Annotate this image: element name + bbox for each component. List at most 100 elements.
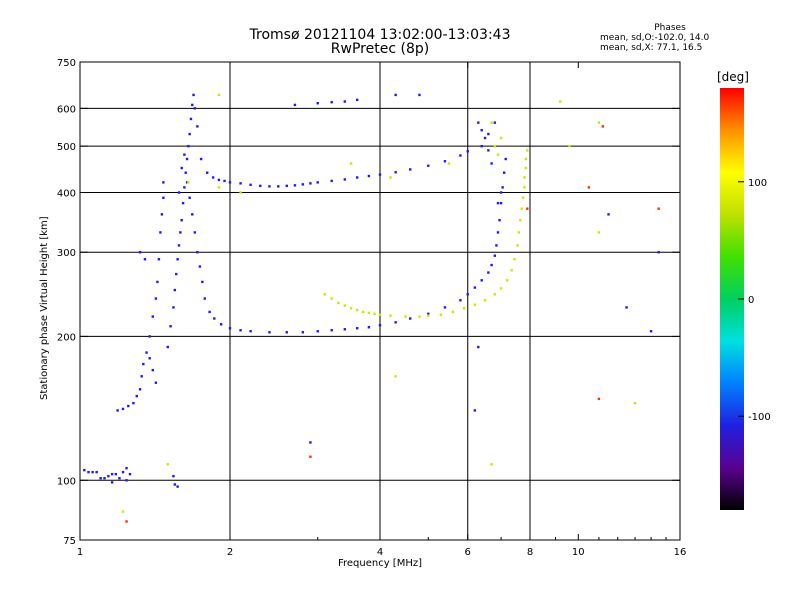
data-point [597,121,601,124]
data-point [418,315,421,318]
x-tick-label: 16 [674,547,687,558]
data-point [125,520,128,523]
data-point [83,468,86,472]
data-point [148,335,151,338]
data-point [121,407,125,411]
data-point [524,166,528,170]
data-point [516,244,519,247]
x-tick-label: 2 [227,547,233,558]
phase-info: Phases mean, sd,O:-102.0, 14.0 mean, sd,… [600,23,740,53]
data-point [217,178,221,182]
data-point [473,286,477,289]
data-point [199,157,203,161]
data-point [213,317,216,320]
colorbar-tick-label: 0 [748,295,754,306]
data-point [208,310,211,314]
data-point [151,368,155,372]
data-point [523,186,526,189]
data-point [154,297,158,300]
data-point [498,219,501,222]
data-point [188,196,191,199]
data-point [166,463,169,466]
data-point [173,288,177,292]
data-point [114,472,118,476]
data-point [192,93,195,97]
x-axis-label: Frequency [MHz] [337,558,423,569]
data-point [148,357,151,360]
data-point [135,394,138,398]
data-point [459,154,462,157]
data-point [121,470,125,474]
y-tick-label: 75 [63,536,76,547]
data-point [219,323,223,326]
data-point [223,179,226,183]
data-point [118,477,121,480]
phase-info-title: Phases [654,23,686,33]
data-point [116,409,119,412]
data-point [389,314,392,317]
data-point [188,132,191,136]
data-point [394,321,397,324]
data-point [309,182,312,185]
data-point [394,171,397,174]
data-point [510,269,513,272]
data-point [309,455,312,458]
data-point [459,299,462,302]
data-point [285,184,288,188]
data-point [181,201,185,205]
data-point [205,171,209,174]
data-point [483,136,487,140]
data-point [495,244,498,247]
y-tick-label: 500 [57,142,76,153]
data-point [330,100,333,104]
data-point [496,201,500,205]
data-point [196,251,199,254]
data-point [499,287,503,290]
data-point [462,307,466,310]
colorbar-tick-label: -100 [748,412,771,423]
data-point [107,474,110,478]
data-point [140,375,143,378]
data-point [524,157,528,161]
data-point [355,98,359,102]
data-point [285,331,288,334]
data-point [597,231,601,234]
data-point [189,117,193,121]
data-point [487,149,490,152]
data-point [473,303,477,306]
data-point [138,388,142,391]
data-point [343,328,347,331]
x-tick-label: 4 [377,547,383,558]
data-point [466,150,469,153]
data-point [504,157,507,161]
data-point [409,317,412,320]
data-point [505,279,509,282]
data-point [228,327,232,330]
data-point [389,176,392,179]
y-tick-label: 100 [57,476,76,487]
data-point [487,271,490,274]
data-point [277,185,280,188]
data-point [378,313,382,316]
data-point [493,121,497,124]
data-point [159,231,162,234]
data-point [496,153,500,156]
data-point [145,351,148,354]
chart-subtitle: RwPretec (8p) [330,41,430,57]
data-point [175,272,178,276]
data-point [183,186,186,189]
data-point [138,251,142,254]
data-point [523,176,526,179]
data-point [91,470,94,474]
data-point [196,125,199,128]
data-point [125,466,128,470]
data-point [151,315,155,318]
data-point [166,345,169,349]
data-point [587,186,591,189]
data-point [394,375,397,378]
data-point [217,186,221,189]
data-point [193,231,197,234]
data-point [490,463,493,466]
x-tick-label: 6 [465,547,471,558]
